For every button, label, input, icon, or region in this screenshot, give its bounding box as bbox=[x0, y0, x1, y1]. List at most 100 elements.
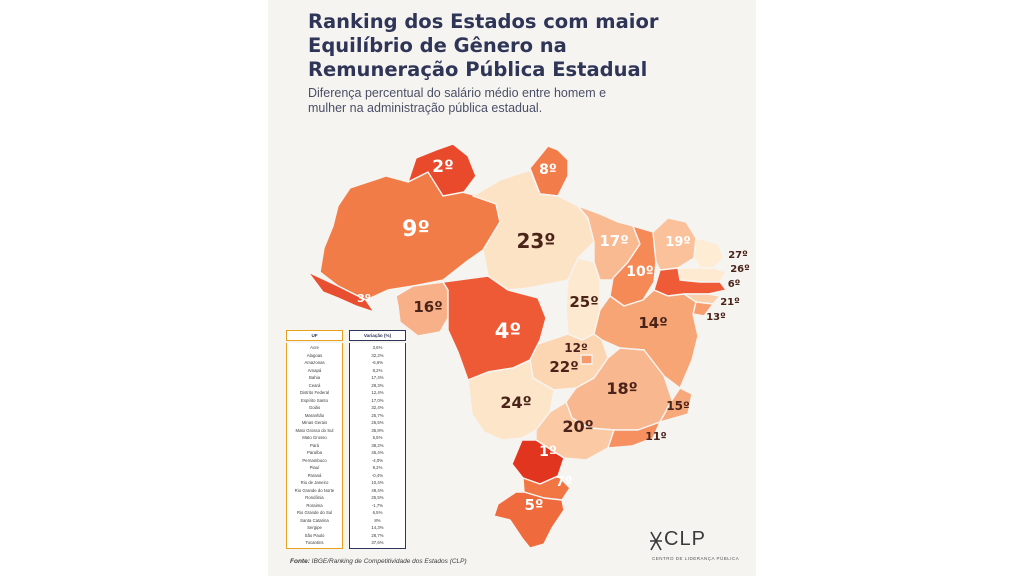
table-cell-uf: Maranhão bbox=[304, 412, 325, 418]
table-cell-uf: Espírito Santo bbox=[301, 397, 328, 403]
table-cell-uf: Paraíba bbox=[306, 450, 323, 455]
table-cell-uf: Pará bbox=[309, 442, 320, 448]
state-rr bbox=[407, 143, 477, 197]
source-note: Fonte: IBGE/Ranking de Competitividade d… bbox=[290, 558, 467, 565]
state-rank-label: 10º bbox=[626, 264, 653, 280]
table-cell-variation: 28,3% bbox=[371, 382, 384, 388]
table-cell-uf: Piauí bbox=[309, 465, 320, 470]
clp-logo-icon bbox=[650, 531, 662, 551]
table-cell-variation: 28,7% bbox=[371, 532, 384, 538]
table-cell-variation: 14,3% bbox=[371, 525, 384, 530]
table-cell-variation: -1,7% bbox=[371, 502, 384, 508]
table-cell-variation: 35,8% bbox=[371, 427, 384, 433]
subtitle-line: Diferença percentual do salário médio en… bbox=[308, 86, 607, 100]
state-rank-label: 5º bbox=[525, 496, 544, 514]
table-cell-variation: 9,2% bbox=[372, 465, 383, 470]
table-header-variation: Variação (%) bbox=[349, 330, 406, 341]
table-cell-uf: São Paulo bbox=[304, 532, 325, 538]
table-cell-uf: Amapá bbox=[307, 367, 322, 373]
clp-logo: CLP CENTRO DE LIDERANÇA PÚBLICA bbox=[648, 528, 740, 568]
infographic-card: Ranking dos Estados com maior Equilíbrio… bbox=[268, 0, 756, 576]
table-cell-uf: Pernambuco bbox=[302, 457, 327, 463]
table-cell-variation: 10,4% bbox=[371, 480, 384, 485]
table-cell-variation: 17,0% bbox=[371, 397, 384, 403]
state-rank-label: 23º bbox=[516, 229, 555, 253]
variation-table: UF Variação (%) Acre Alagoas Amazonas Amapá… bbox=[286, 330, 406, 549]
table-cell-variation: 17,4% bbox=[371, 375, 384, 380]
table-header-uf: UF bbox=[286, 330, 343, 341]
table-cell-uf: Ceará bbox=[308, 382, 321, 388]
table-cell-uf: Minas Gerais bbox=[301, 420, 328, 425]
state-rs bbox=[493, 491, 565, 549]
table-cell-variation: 8,2% bbox=[372, 367, 383, 373]
subtitle-line: mulher na administração pública estadual… bbox=[308, 101, 543, 115]
state-rank-label: 17º bbox=[599, 232, 628, 250]
source-label: Fonte: bbox=[290, 558, 310, 565]
state-rank-label: 26º bbox=[730, 264, 750, 275]
state-ro bbox=[395, 281, 449, 337]
title-line: Ranking dos Estados com maior bbox=[308, 10, 659, 33]
table-cell-variation: 49,4% bbox=[371, 487, 384, 493]
state-rank-label: 14º bbox=[638, 314, 667, 332]
state-rj bbox=[607, 421, 661, 449]
table-cell-uf: Bahia bbox=[309, 375, 320, 380]
table-column-uf: Acre Alagoas Amazonas Amapá Bahia Ceará Distri… bbox=[286, 343, 343, 549]
logo-text: CLP bbox=[664, 528, 706, 550]
table-cell-variation: -6,6% bbox=[371, 360, 384, 365]
table-cell-variation: 3,6% bbox=[372, 345, 383, 350]
table-cell-variation: 25,5% bbox=[371, 495, 384, 500]
state-rank-label: 12º bbox=[564, 341, 588, 355]
table-cell-variation: -4,0% bbox=[371, 457, 384, 463]
table-cell-variation: 45,4% bbox=[371, 450, 384, 455]
table-cell-uf: Santa Catarina bbox=[300, 517, 329, 523]
state-rank-label: 13º bbox=[706, 312, 726, 323]
title-line: Equilíbrio de Gênero na bbox=[308, 34, 567, 57]
table-cell-uf: Mato Grosso bbox=[302, 435, 327, 440]
table-cell-uf: Rio de Janeiro bbox=[300, 480, 329, 485]
state-rank-label: 4º bbox=[495, 319, 521, 343]
state-rank-label: 2º bbox=[432, 157, 453, 177]
table-cell-variation: 32,4% bbox=[371, 405, 384, 410]
state-rank-label: 18º bbox=[606, 379, 637, 398]
table-cell-variation: 38,2% bbox=[371, 442, 384, 448]
state-rank-label: 7º bbox=[556, 475, 572, 490]
state-rank-label: 25º bbox=[569, 293, 598, 311]
table-cell-variation: 26,5% bbox=[371, 420, 384, 425]
logo-subtitle: CENTRO DE LIDERANÇA PÚBLICA bbox=[652, 556, 740, 561]
table-cell-uf: Rondônia bbox=[305, 495, 324, 500]
table-cell-variation: 5,5% bbox=[372, 435, 383, 440]
table-cell-variation: -0,4% bbox=[371, 472, 384, 478]
table-cell-uf: Tocantins bbox=[305, 540, 324, 545]
source-text: IBGE/Ranking de Competitividade dos Esta… bbox=[311, 558, 467, 565]
state-rank-label: 16º bbox=[413, 298, 442, 316]
state-rank-label: 11º bbox=[645, 430, 667, 443]
table-cell-uf: Sergipe bbox=[307, 525, 322, 530]
state-rank-label: 15º bbox=[666, 399, 690, 413]
table-cell-variation: 6,5% bbox=[372, 510, 383, 515]
state-rn bbox=[693, 237, 725, 269]
state-rank-label: 8º bbox=[539, 162, 557, 178]
state-df bbox=[580, 354, 593, 365]
state-rank-label: 19º bbox=[665, 235, 690, 250]
table-cell-uf: Amazonas bbox=[304, 360, 325, 365]
table-cell-variation: 8% bbox=[374, 517, 381, 523]
state-rank-label: 21º bbox=[720, 297, 740, 308]
state-ac bbox=[307, 271, 375, 313]
table-cell-uf: Acre bbox=[310, 345, 319, 350]
table-cell-uf: Paraná bbox=[307, 472, 322, 478]
table-cell-uf: Alagoas bbox=[306, 352, 323, 358]
table-cell-variation: 32,2% bbox=[371, 352, 384, 358]
page-title: Ranking dos Estados com maior Equilíbrio… bbox=[308, 10, 728, 82]
table-cell-uf: Roraima bbox=[306, 502, 323, 508]
state-rank-label: 22º bbox=[549, 358, 578, 376]
table-cell-uf: Rio Grande do Norte bbox=[294, 487, 335, 493]
brazil-map: 9º 2º 8º 23º 3º 16º 4º 25º 17º 10º 19º 27º 26º 6º 21º 1… bbox=[307, 143, 750, 549]
state-rank-label: 9º bbox=[402, 217, 430, 242]
state-rank-label: 20º bbox=[562, 417, 593, 436]
table-cell-variation: 37,6% bbox=[371, 540, 384, 545]
state-rank-label: 1º bbox=[539, 444, 557, 460]
state-rank-label: 3º bbox=[357, 292, 371, 305]
state-rank-label: 6º bbox=[728, 279, 741, 290]
state-rank-label: 27º bbox=[728, 250, 748, 261]
page-subtitle: Diferença percentual do salário médio en… bbox=[308, 86, 728, 116]
